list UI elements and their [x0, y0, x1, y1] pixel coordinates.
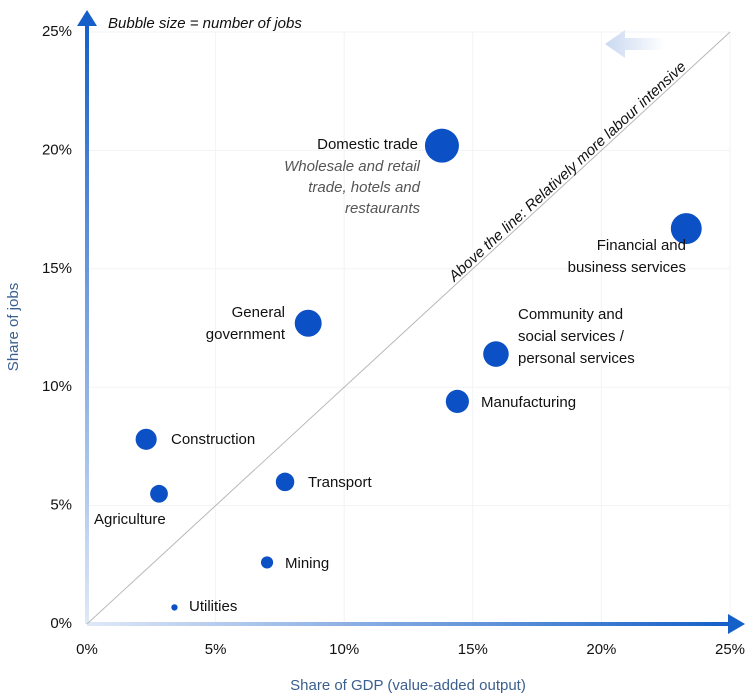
x-axis — [87, 622, 728, 626]
x-axis-arrow — [728, 614, 745, 634]
bubble-note: restaurants — [345, 200, 421, 217]
bubble — [424, 128, 459, 163]
size-annotation: Bubble size = number of jobs — [108, 15, 302, 32]
x-tick-label: 20% — [586, 641, 616, 658]
bubble — [150, 484, 168, 503]
bubble-label: government — [206, 326, 286, 343]
bubble-label: personal services — [518, 350, 635, 367]
y-tick-label: 0% — [50, 615, 72, 632]
bubble — [294, 309, 322, 337]
y-tick-label: 20% — [42, 141, 72, 158]
bubble — [260, 556, 274, 569]
bubble — [275, 472, 295, 492]
x-tick-label: 15% — [458, 641, 488, 658]
bubble-label: General — [232, 304, 285, 321]
y-tick-label: 15% — [42, 260, 72, 277]
x-axis-title: Share of GDP (value-added output) — [290, 677, 526, 694]
bubble — [483, 341, 509, 367]
x-tick-label: 5% — [205, 641, 227, 658]
x-tick-label: 25% — [715, 641, 745, 658]
bubble — [135, 428, 157, 450]
diagonal-line — [86, 31, 731, 625]
bubble-note: trade, hotels and — [308, 179, 420, 196]
bubble-label: social services / — [518, 328, 625, 345]
direction-arrow — [605, 30, 665, 58]
bubble — [445, 389, 469, 414]
bubble — [670, 213, 702, 245]
y-tick-label: 10% — [42, 378, 72, 395]
bubble-label: Construction — [171, 431, 255, 448]
bubble-label: Utilities — [189, 598, 237, 615]
bubble-label: Community and — [518, 306, 623, 323]
bubble-label: Transport — [308, 474, 372, 491]
bubble — [171, 604, 178, 611]
y-tick-label: 25% — [42, 23, 72, 40]
grid — [86, 31, 731, 625]
bubble-label: Mining — [285, 555, 329, 572]
bubble-label: Manufacturing — [481, 394, 576, 411]
bubble-label: business services — [568, 259, 686, 276]
bubble-note: Wholesale and retail — [284, 158, 421, 175]
y-axis-title: Share of jobs — [5, 283, 22, 371]
bubble-label: Agriculture — [94, 511, 166, 528]
bubble-label: Domestic trade — [317, 136, 418, 153]
y-tick-label: 5% — [50, 497, 72, 514]
x-tick-label: 0% — [76, 641, 98, 658]
y-axis — [85, 24, 89, 624]
y-axis-arrow — [77, 10, 97, 26]
bubble-label: Financial and — [597, 237, 686, 254]
x-tick-label: 10% — [329, 641, 359, 658]
